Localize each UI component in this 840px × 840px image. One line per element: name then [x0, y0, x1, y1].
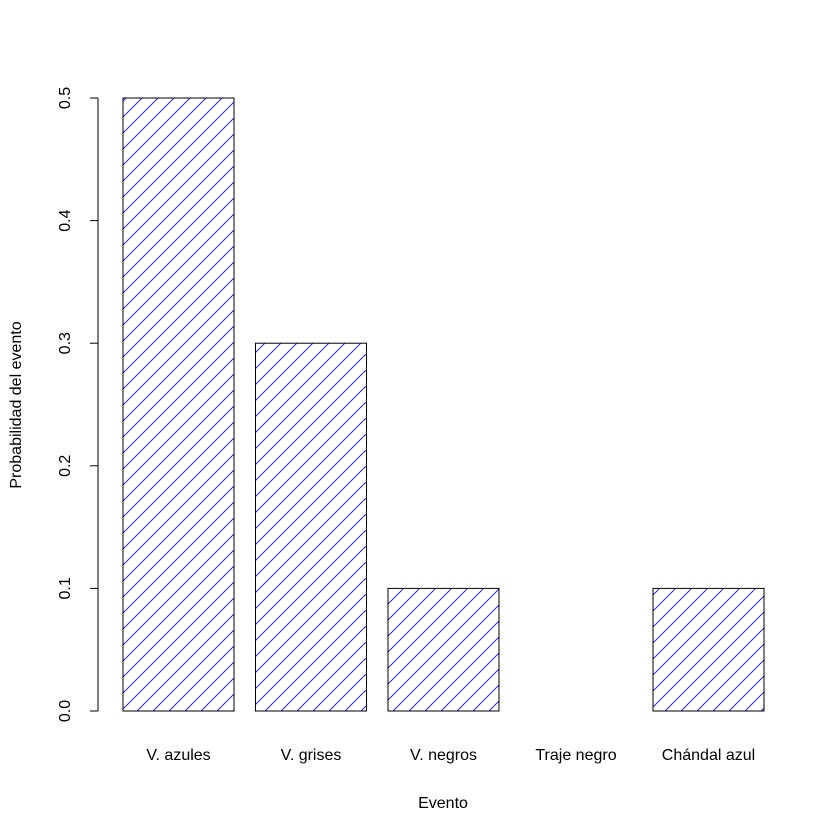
y-axis: 0.0 0.1 0.2 0.3 0.4 0.5 — [57, 87, 99, 722]
y-tick-label: 0.0 — [57, 700, 74, 722]
x-tick-label: Traje negro — [535, 747, 616, 764]
bar-chándal-azul — [652, 587, 765, 712]
bar-v-azules — [122, 97, 235, 712]
x-tick-label: V. negros — [410, 747, 477, 764]
x-tick-label: V. grises — [281, 747, 342, 764]
y-tick-label: 0.2 — [57, 455, 74, 477]
y-tick-label: 0.1 — [57, 577, 74, 599]
y-tick-label: 0.3 — [57, 332, 74, 354]
bar-v-grises — [255, 342, 367, 712]
y-axis-title: Probabilidad del evento — [8, 321, 25, 488]
bars-layer — [122, 97, 765, 712]
x-tick-label: Chándal azul — [662, 747, 755, 764]
y-tick-label: 0.5 — [57, 87, 74, 109]
x-axis-title: Evento — [418, 795, 468, 812]
bar-v-negros — [387, 587, 500, 712]
x-axis-labels: V. azules V. grises V. negros Traje negro Ch… — [146, 747, 755, 764]
y-tick-label: 0.4 — [57, 209, 74, 231]
x-tick-label: V. azules — [146, 747, 210, 764]
